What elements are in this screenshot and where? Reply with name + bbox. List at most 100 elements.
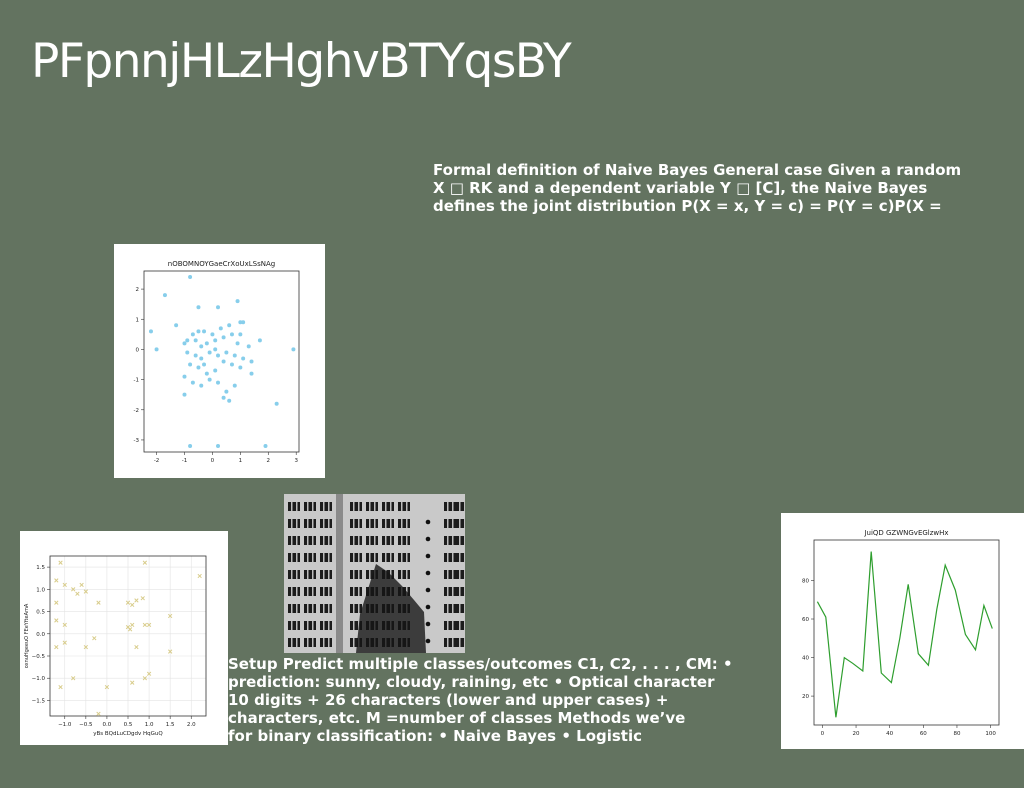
- scatter-point: [238, 365, 243, 370]
- porthole-window: [425, 638, 431, 644]
- scatter-point: [127, 627, 133, 632]
- scatter-point: [140, 596, 145, 601]
- scatter-point: [229, 362, 234, 367]
- naive-bayes-definition-text: Formal definition of Naive Bayes General…: [433, 161, 1013, 217]
- scatter-point: [134, 598, 139, 603]
- window: [288, 638, 300, 647]
- window: [350, 519, 362, 528]
- window: [382, 553, 394, 562]
- window-frame: [353, 604, 355, 613]
- window: [382, 536, 394, 545]
- window-frame: [369, 536, 371, 545]
- window: [288, 604, 300, 613]
- scatter-point-stroke: [142, 560, 148, 565]
- window-frame: [464, 587, 465, 596]
- scatter-point: [154, 347, 159, 352]
- window-frame: [459, 587, 461, 596]
- window-frame: [291, 587, 293, 596]
- window-frame: [459, 621, 461, 630]
- window-frame: [390, 519, 392, 528]
- scatter-point: [83, 589, 88, 594]
- line-chart-svg: JuiQD GZWNGvEGlzwHx 0 20 40 60 80 100 20 40 60 80: [802, 529, 1000, 737]
- chart-title: JuiQD GZWNGvEGlzwHx: [863, 529, 948, 537]
- scatter-point: [134, 644, 139, 650]
- window-frame: [459, 604, 461, 613]
- scatter-point: [213, 368, 218, 373]
- window-frame: [401, 519, 403, 528]
- scatter-point: [148, 329, 153, 334]
- window: [320, 587, 332, 596]
- window-frame: [464, 638, 465, 647]
- scatter-point-stroke: [130, 680, 135, 685]
- building-facade-image: [284, 494, 465, 653]
- scatter-point: [221, 335, 226, 340]
- x-tick-label: 2.0: [187, 722, 196, 728]
- y-tick-label: 0.0: [36, 632, 45, 638]
- scatter-point: [232, 353, 237, 358]
- x-tick-label: 2: [267, 458, 271, 464]
- window-frame: [374, 553, 376, 562]
- scatter-point: [241, 320, 246, 325]
- window-frame: [291, 604, 293, 613]
- scatter-point-stroke: [146, 622, 152, 628]
- scatter-point: [92, 636, 97, 641]
- window-frame: [307, 553, 309, 562]
- scatter-point: [238, 332, 243, 337]
- window-frame: [291, 536, 293, 545]
- scatter-point: [204, 341, 209, 346]
- y-tick-label: −0.5: [32, 654, 46, 660]
- scatter-point: [146, 622, 152, 628]
- window-frame: [296, 502, 298, 511]
- window: [320, 502, 332, 511]
- window-frame: [312, 502, 314, 511]
- window-frame: [452, 570, 454, 579]
- window-frame: [296, 604, 298, 613]
- window-frame: [307, 502, 309, 511]
- scatter-point: [291, 347, 296, 352]
- window-frame: [291, 570, 293, 579]
- scatter-point: [221, 395, 226, 400]
- window: [366, 519, 378, 528]
- window-frame: [312, 570, 314, 579]
- scatter-point: [71, 587, 76, 592]
- window: [288, 587, 300, 596]
- porthole-window: [425, 553, 431, 559]
- window-frame: [353, 553, 355, 562]
- text-line: Formal definition of Naive Bayes General…: [433, 161, 962, 179]
- window-frame: [447, 604, 449, 613]
- window-frame: [296, 519, 298, 528]
- y-tick-label: -2: [134, 408, 139, 414]
- window: [382, 502, 394, 511]
- scatter-point: [125, 600, 131, 605]
- window-frame: [452, 621, 454, 630]
- scatter-point: [193, 353, 198, 358]
- scatter-point: [185, 350, 190, 355]
- window-frame: [296, 621, 298, 630]
- scatter-point-stroke: [96, 600, 101, 605]
- window: [304, 519, 316, 528]
- window-frame: [447, 502, 449, 511]
- window-frame: [312, 638, 314, 647]
- scatter-chart-1-svg: nOBOMNOYGaeCrXoUxLSsNAg -2 -1 0 1 2 3 -3 -2 -1 0 1 2: [134, 260, 300, 464]
- window-frame: [296, 587, 298, 596]
- scatter-point: [54, 600, 59, 605]
- window-frame: [323, 502, 325, 511]
- window-frame: [459, 638, 461, 647]
- x-tick-label: 100: [985, 731, 996, 737]
- window-frame: [447, 536, 449, 545]
- scatter-point: [213, 338, 218, 343]
- scatter-point: [182, 341, 187, 346]
- window-frame: [323, 553, 325, 562]
- window-frame: [385, 536, 387, 545]
- window-frame: [385, 502, 387, 511]
- text-line: prediction: sunny, cloudy, raining, etc …: [228, 673, 715, 691]
- scatter-point: [224, 350, 229, 355]
- scatter-point: [168, 613, 173, 619]
- scatter-point-stroke: [125, 624, 131, 630]
- scatter-point: [54, 644, 59, 650]
- scatter-point: [257, 338, 262, 343]
- scatter-point: [190, 332, 195, 337]
- window-frame: [406, 519, 408, 528]
- window: [398, 519, 410, 528]
- window-frame: [328, 638, 330, 647]
